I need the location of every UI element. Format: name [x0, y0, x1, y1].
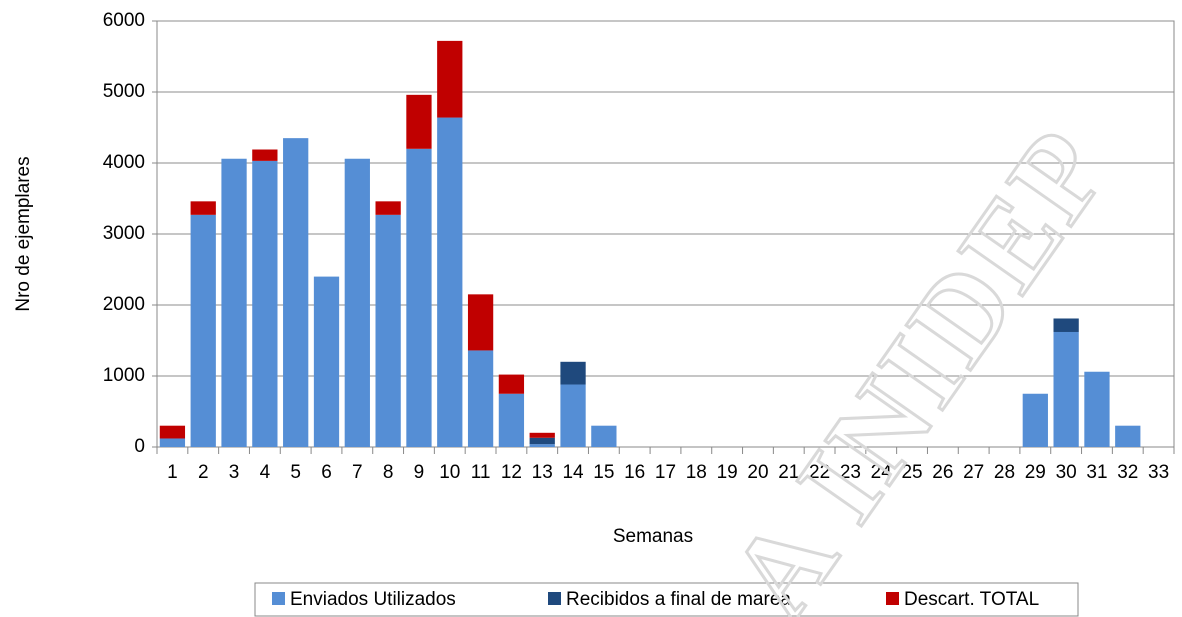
legend-label: Descart. TOTAL	[904, 589, 1039, 610]
x-tick-label: 6	[321, 462, 332, 483]
bar-segment	[406, 148, 432, 448]
x-tick-label: 12	[501, 462, 522, 483]
x-tick-label: 11	[471, 462, 491, 483]
y-tick-label: 5000	[103, 81, 145, 102]
x-tick-label: 19	[717, 462, 738, 483]
bar-segment	[406, 94, 432, 149]
bar-segment	[529, 432, 555, 438]
x-tick-label: 29	[1025, 462, 1046, 483]
x-tick-label: 26	[932, 462, 953, 483]
legend-box	[254, 582, 1079, 617]
x-tick-label: 14	[562, 462, 584, 483]
bar-segment	[1022, 393, 1048, 447]
x-tick-label: 9	[414, 462, 425, 483]
x-tick-label: 33	[1148, 462, 1169, 483]
x-tick-label: 23	[840, 462, 861, 483]
x-tick-label: 21	[778, 462, 799, 483]
x-tick-label: 27	[963, 462, 984, 483]
bar-segment	[252, 160, 278, 447]
x-tick-label: 31	[1086, 462, 1107, 483]
bar-segment	[190, 214, 216, 447]
y-tick-label: 4000	[103, 152, 145, 173]
bar-segment	[159, 425, 186, 439]
bar-segment	[437, 117, 463, 447]
legend-swatch	[886, 592, 899, 605]
x-tick-label: 13	[532, 462, 553, 483]
bar-segment	[1053, 318, 1079, 332]
bar-segment	[467, 294, 494, 351]
legend-label: Enviados Utilizados	[290, 589, 456, 610]
bar-segment	[159, 438, 186, 447]
bar-segment	[498, 393, 525, 447]
bar-segment	[437, 40, 463, 118]
x-tick-label: 20	[747, 462, 768, 483]
legend-label: Recibidos a final de marea	[566, 589, 791, 610]
x-axis-label: Semanas	[613, 526, 693, 547]
x-tick-label: 16	[624, 462, 645, 483]
bar-segment	[529, 437, 555, 445]
y-tick-label: 1000	[103, 365, 145, 386]
x-tick-label: 32	[1117, 462, 1138, 483]
x-tick-label: 17	[655, 462, 676, 483]
bar-segment	[375, 201, 401, 215]
x-tick-label: 25	[901, 462, 922, 483]
x-tick-label: 4	[260, 462, 271, 483]
y-tick-label: 2000	[103, 294, 145, 315]
x-tick-label: 5	[290, 462, 301, 483]
y-axis-label: Nro de ejemplares	[13, 156, 34, 311]
bar-segment	[313, 276, 340, 447]
x-tick-label: 15	[593, 462, 614, 483]
x-tick-label: 1	[167, 462, 178, 483]
legend-swatch	[548, 592, 561, 605]
bar-segment	[498, 374, 525, 394]
x-tick-label: 28	[994, 462, 1015, 483]
y-tick-label: 0	[134, 436, 145, 457]
bar-segment	[591, 425, 617, 447]
bar-segment	[190, 201, 216, 215]
x-tick-label: 30	[1056, 462, 1077, 483]
bar-segment	[221, 158, 247, 448]
x-tick-label: 18	[686, 462, 707, 483]
y-tick-label: 6000	[103, 10, 145, 31]
x-tick-label: 3	[229, 462, 240, 483]
y-tick-label: 3000	[103, 223, 145, 244]
bar-segment	[252, 149, 278, 161]
bar-segment	[560, 384, 586, 447]
bar-segment	[283, 138, 309, 447]
bar-segment	[1084, 371, 1110, 447]
bar-segment	[529, 444, 555, 447]
bar-segment	[344, 158, 370, 448]
legend-swatch	[272, 592, 285, 605]
x-tick-label: 24	[871, 462, 893, 483]
x-tick-label: 22	[809, 462, 830, 483]
x-tick-label: 8	[383, 462, 394, 483]
bar-segment	[560, 361, 586, 385]
x-tick-label: 10	[439, 462, 460, 483]
bar-segment	[467, 350, 494, 447]
bar-segment	[1115, 425, 1141, 447]
x-tick-label: 2	[198, 462, 209, 483]
bar-segment	[1053, 331, 1079, 447]
x-tick-label: 7	[352, 462, 363, 483]
bar-segment	[375, 214, 401, 447]
